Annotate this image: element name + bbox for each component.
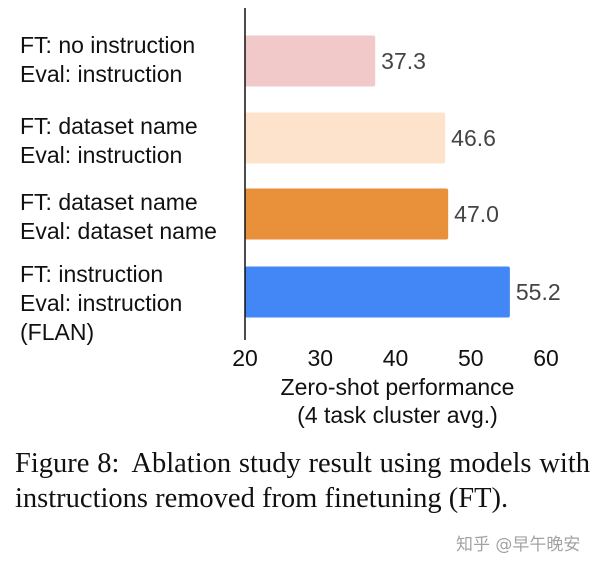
caption-text: Ablation study result using models with … (15, 448, 590, 514)
category-label-0-line-1: Eval: instruction (20, 61, 182, 87)
category-label-2-line-0: FT: dataset name (20, 189, 198, 215)
caption-number: Figure 8: (15, 448, 120, 479)
value-labels: 37.3 46.6 47.0 55.2 (381, 48, 560, 305)
x-axis-title-line-1: (4 task cluster avg.) (297, 402, 498, 428)
bar-chart: FT: no instruction Eval: instruction FT: d… (20, 8, 561, 428)
watermark: 知乎 @早午晚安 (456, 535, 581, 555)
category-label-0-line-0: FT: no instruction (20, 32, 195, 58)
bar-2 (245, 188, 449, 240)
value-label-3: 55.2 (516, 279, 561, 305)
bar-0 (245, 35, 376, 87)
value-label-0: 37.3 (381, 48, 426, 74)
bar-1 (245, 112, 446, 164)
category-label-1-line-0: FT: dataset name (20, 113, 198, 139)
x-axis-title: Zero-shot performance(4 task cluster avg… (281, 374, 515, 428)
bars (245, 35, 510, 318)
x-tick-label-20: 20 (232, 345, 258, 371)
value-label-2: 47.0 (454, 201, 499, 227)
value-label-1: 46.6 (451, 125, 496, 151)
x-tick-label-40: 40 (383, 345, 409, 371)
category-label-3-line-2: (FLAN) (20, 319, 94, 345)
x-axis-title-line-0: Zero-shot performance (281, 374, 515, 400)
category-labels: FT: no instruction Eval: instruction FT: d… (20, 32, 217, 345)
x-tick-label-60: 60 (533, 345, 559, 371)
category-label-3-line-0: FT: instruction (20, 261, 163, 287)
x-axis-ticks: 20 30 40 50 60 (232, 345, 559, 371)
category-label-1-line-1: Eval: instruction (20, 142, 182, 168)
x-tick-label-50: 50 (458, 345, 484, 371)
x-tick-label-30: 30 (307, 345, 333, 371)
figure-caption: Figure 8: Ablation study result using mod… (15, 446, 590, 516)
bar-3 (245, 266, 510, 318)
category-label-2-line-1: Eval: dataset name (20, 218, 217, 244)
category-label-3-line-1: Eval: instruction (20, 290, 182, 316)
